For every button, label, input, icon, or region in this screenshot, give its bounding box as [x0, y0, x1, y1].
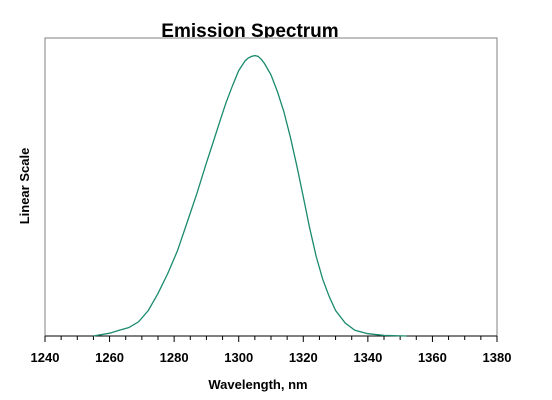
x-tick-label: 1340 — [353, 350, 382, 365]
series-line-emission — [93, 54, 407, 337]
x-tick-label: 1300 — [224, 350, 253, 365]
x-axis: 1240 1260 1280 1300 1320 1340 1360 1380 — [31, 335, 512, 365]
x-tick-label: 1260 — [95, 350, 124, 365]
y-axis-label: Linear Scale — [17, 148, 32, 225]
plot-area-frame — [44, 37, 498, 337]
chart-title: Emission Spectrum — [161, 21, 338, 42]
x-tick-label: 1280 — [160, 350, 189, 365]
x-tick-label: 1320 — [289, 350, 318, 365]
x-tick-label: 1240 — [31, 350, 60, 365]
x-axis-label: Wavelength, nm — [208, 377, 307, 392]
x-tick-label: 1380 — [483, 350, 512, 365]
x-tick-label: 1360 — [418, 350, 447, 365]
